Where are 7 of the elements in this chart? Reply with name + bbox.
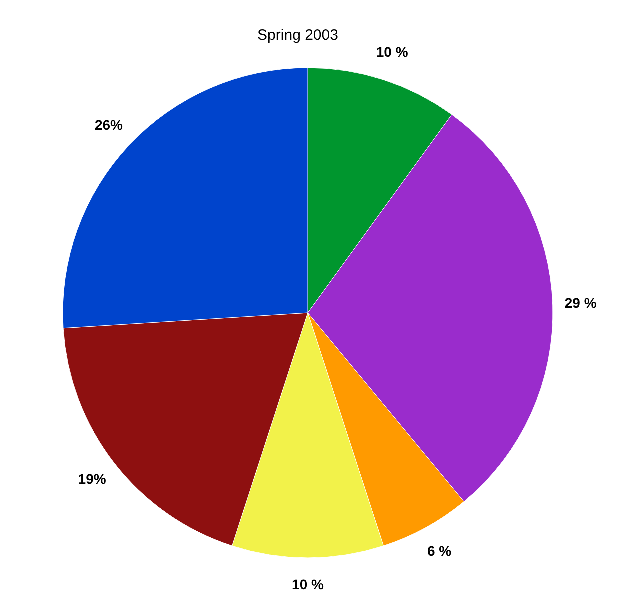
data-label: 6 % [427,542,452,559]
data-label: 29 % [564,295,598,312]
data-label: 10 % [376,44,409,60]
data-label: 26% [94,116,124,133]
data-label: 19% [78,471,107,488]
data-label: 10 % [292,576,324,593]
chart-title: Spring 2003 [258,27,338,44]
